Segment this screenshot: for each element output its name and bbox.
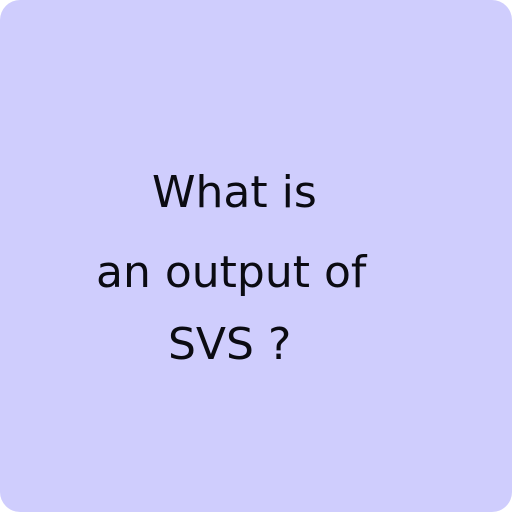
question-line-1: What is [152,167,317,218]
question-line-3: SVS ? [168,319,292,370]
question-line-2: an output of [96,247,367,298]
